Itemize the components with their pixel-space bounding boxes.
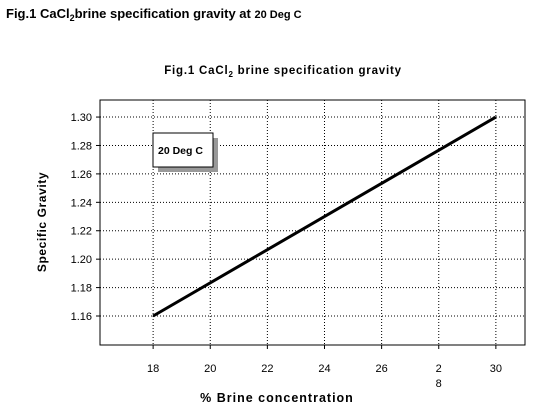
y-axis-label: Specific Gravity (35, 172, 49, 272)
y-tick-label: 1.18 (71, 283, 92, 295)
y-tick-label: 1.28 (71, 140, 92, 152)
annotation-box (152, 132, 214, 168)
x-tick-label: 18 (147, 363, 159, 375)
title-part: brine specification gravity (234, 65, 402, 77)
heading-part: 20 Deg C (254, 9, 301, 21)
heading-part: brine specification gravity at (75, 6, 255, 21)
x-tick-label-line: 8 (436, 378, 442, 390)
y-tick-label: 1.22 (71, 226, 92, 238)
x-axis-label: % Brine concentration (200, 391, 354, 405)
x-tick-label: 30 (490, 363, 502, 375)
page-heading: Fig.1 CaCl2brine specification gravity a… (6, 6, 302, 23)
x-tick-label: 22 (261, 363, 273, 375)
y-tick-label: 1.26 (71, 169, 92, 181)
x-tick-label: 20 (204, 363, 216, 375)
y-tick-label: 1.20 (71, 254, 92, 266)
heading-part: Fig.1 CaCl (6, 6, 70, 21)
x-tick-label-line: 2 (436, 363, 442, 375)
x-tick-label: 26 (375, 363, 387, 375)
x-tick-label: 24 (318, 363, 330, 375)
y-tick-label: 1.16 (71, 311, 92, 323)
plot-area (99, 99, 526, 346)
y-tick-label: 1.30 (71, 112, 92, 124)
data-line (152, 115, 497, 318)
title-subscript: 2 (228, 70, 233, 79)
y-tick-label: 1.24 (71, 197, 92, 209)
chart-title: Fig.1 CaCl2 brine specification gravity (164, 65, 402, 79)
annotation: 20 Deg C (158, 145, 203, 157)
heading-subscript: 2 (70, 13, 75, 23)
title-part: Fig.1 CaCl (164, 65, 228, 77)
